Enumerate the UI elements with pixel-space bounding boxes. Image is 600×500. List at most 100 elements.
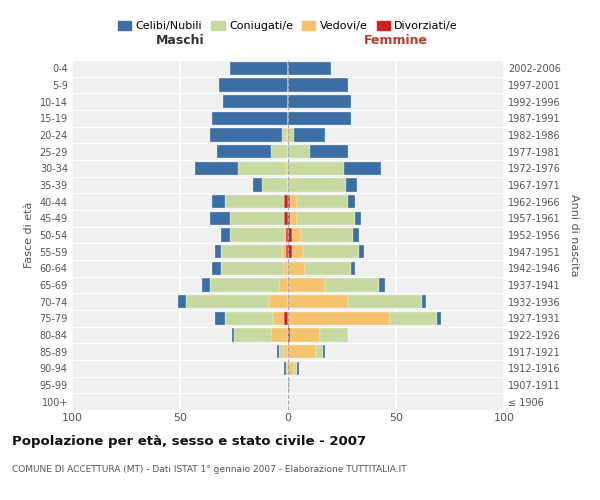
Bar [325,278,379,291]
Bar [286,362,288,375]
Bar [234,328,271,342]
Bar [262,178,288,192]
Bar [219,78,288,92]
Bar [437,312,442,325]
Bar [286,245,288,258]
Bar [288,62,331,75]
Bar [301,228,353,241]
Bar [277,345,280,358]
Bar [288,228,292,241]
Bar [323,345,325,358]
Bar [221,262,284,275]
Bar [288,178,346,192]
Bar [221,245,281,258]
Legend: Celibi/Nubili, Coniugati/e, Vedovi/e, Divorziati/e: Celibi/Nubili, Coniugati/e, Vedovi/e, Di… [113,16,463,36]
Bar [284,262,288,275]
Bar [303,245,359,258]
Bar [288,78,349,92]
Bar [215,312,226,325]
Bar [288,328,290,342]
Bar [195,162,238,175]
Bar [286,128,288,141]
Bar [284,362,286,375]
Bar [288,162,344,175]
Bar [290,195,296,208]
Bar [226,312,273,325]
Bar [210,278,280,291]
Bar [284,195,288,208]
Bar [296,195,349,208]
Bar [253,178,262,192]
Bar [217,145,271,158]
Bar [187,295,269,308]
Bar [271,328,288,342]
Bar [221,228,230,241]
Bar [290,212,296,225]
Bar [305,262,350,275]
Bar [288,262,305,275]
Bar [230,228,284,241]
Bar [230,212,284,225]
Text: Popolazione per età, sesso e stato civile - 2007: Popolazione per età, sesso e stato civil… [12,435,366,448]
Bar [288,195,290,208]
Bar [284,228,286,241]
Bar [288,378,290,392]
Bar [320,328,349,342]
Bar [349,295,422,308]
Bar [271,145,288,158]
Bar [422,295,426,308]
Bar [281,128,286,141]
Bar [210,212,230,225]
Bar [359,245,364,258]
Bar [288,295,349,308]
Bar [288,112,350,125]
Bar [281,245,286,258]
Bar [296,212,355,225]
Bar [202,278,210,291]
Bar [273,312,284,325]
Bar [353,228,359,241]
Bar [280,345,284,358]
Bar [346,178,357,192]
Bar [288,278,325,291]
Bar [288,312,389,325]
Bar [230,62,288,75]
Bar [292,245,303,258]
Bar [284,212,288,225]
Bar [288,128,295,141]
Bar [286,162,288,175]
Text: COMUNE DI ACCETTURA (MT) - Dati ISTAT 1° gennaio 2007 - Elaborazione TUTTITALIA.: COMUNE DI ACCETTURA (MT) - Dati ISTAT 1°… [12,465,407,474]
Bar [379,278,385,291]
Bar [296,362,299,375]
Bar [288,345,316,358]
Bar [212,262,221,275]
Bar [284,312,288,325]
Bar [238,162,286,175]
Bar [215,245,221,258]
Bar [280,278,288,291]
Bar [349,195,355,208]
Text: Femmine: Femmine [364,34,428,46]
Bar [288,212,290,225]
Bar [389,312,437,325]
Bar [310,145,349,158]
Bar [286,228,288,241]
Y-axis label: Fasce di età: Fasce di età [24,202,34,268]
Bar [212,112,288,125]
Bar [344,162,381,175]
Bar [288,362,295,375]
Bar [316,345,323,358]
Bar [178,295,187,308]
Bar [223,95,288,108]
Bar [269,295,288,308]
Bar [295,128,325,141]
Bar [284,345,288,358]
Bar [290,328,320,342]
Bar [288,145,310,158]
Bar [288,245,292,258]
Bar [355,212,361,225]
Bar [210,128,281,141]
Bar [212,195,226,208]
Bar [288,95,350,108]
Bar [295,362,296,375]
